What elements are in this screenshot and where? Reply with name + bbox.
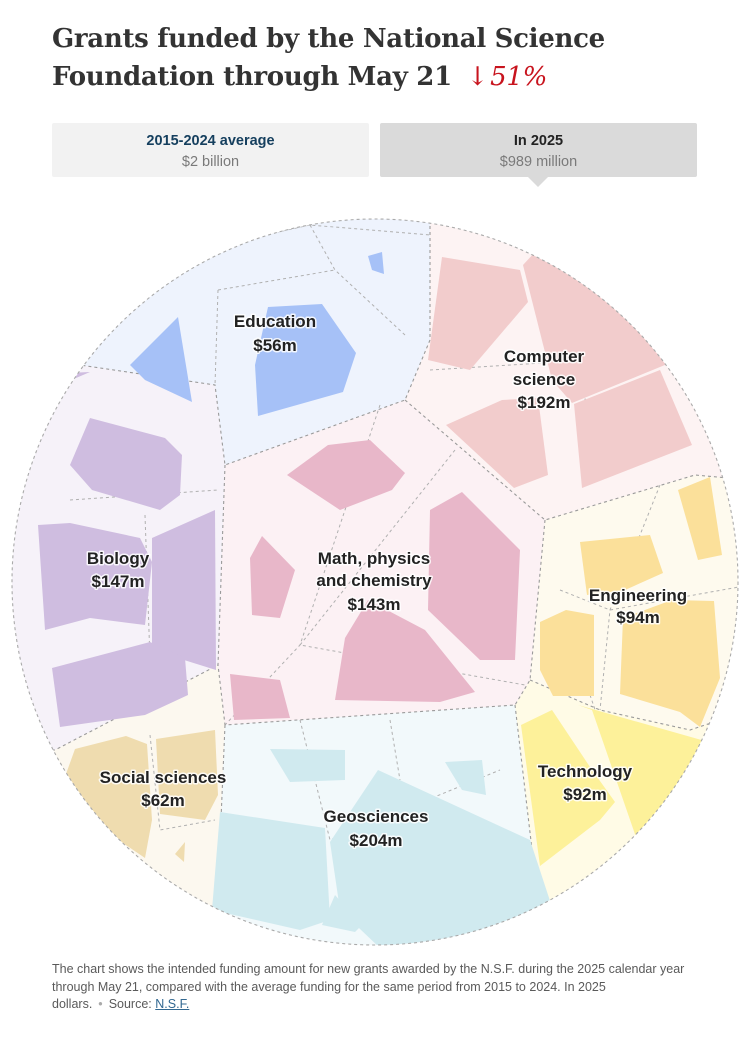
voronoi-treemap-chart: Education $56m Computer science $192m Bi… <box>11 218 739 946</box>
grant-cell-math-physics-and-chemistry-2 <box>250 536 295 618</box>
grant-cell-engineering-1 <box>580 535 663 595</box>
grant-cell-geosciences-2 <box>445 760 486 795</box>
grant-cell-geosciences-4 <box>330 770 553 945</box>
change-value: 51% <box>490 62 548 92</box>
grant-cell-engineering-2 <box>678 477 722 560</box>
grant-cell-geosciences-1 <box>270 749 345 782</box>
grant-cell-geosciences-3 <box>212 812 330 930</box>
toggle-2025-button[interactable]: In 2025 $989 million <box>380 123 697 187</box>
label-engineering-value: $94m <box>616 608 659 627</box>
grant-cell-engineering-3 <box>540 610 594 696</box>
grant-cell-computer-science-2 <box>523 238 682 403</box>
label-geosciences-value: $204m <box>350 831 403 850</box>
grant-cell-geosciences-5 <box>322 895 362 932</box>
toggle-2025-value: $989 million <box>499 154 578 170</box>
label-math-name-1: Math, physics <box>318 549 430 568</box>
separator-dot-icon: • <box>98 997 103 1011</box>
grant-cell-computer-science-1 <box>428 257 528 370</box>
label-technology-value: $92m <box>563 785 606 804</box>
label-geosciences-name: Geosciences <box>324 807 429 826</box>
selected-pointer-icon <box>528 177 548 187</box>
grant-cell-biology-5 <box>52 642 188 727</box>
grant-cell-education-3 <box>255 304 356 416</box>
label-computer-science-value: $192m <box>518 393 571 412</box>
title-text: Grants funded by the National Science Fo… <box>52 24 605 92</box>
grant-cell-social-sciences-3 <box>175 842 185 862</box>
grant-cell-math-physics-and-chemistry-4 <box>335 600 475 702</box>
toggle-average-button[interactable]: 2015-2024 average $2 billion <box>52 123 369 177</box>
grant-cell-biology-3 <box>38 523 152 630</box>
label-biology-value: $147m <box>92 572 145 591</box>
grant-cell-social-sciences-2 <box>156 730 218 820</box>
down-arrow-icon: ↓ <box>466 62 489 92</box>
label-social-sciences-value: $62m <box>141 791 184 810</box>
label-math-value: $143m <box>348 595 401 614</box>
grant-cell-biology-2 <box>70 418 182 510</box>
grant-cell-computer-science-4 <box>574 370 692 488</box>
label-engineering-name: Engineering <box>589 586 687 605</box>
label-biology-name: Biology <box>87 549 150 568</box>
grant-cell-biology-4 <box>152 510 216 670</box>
chart-outline <box>11 218 739 946</box>
grant-cell-math-physics-and-chemistry-1 <box>287 440 405 510</box>
label-math-name-2: and chemistry <box>316 571 432 590</box>
grant-cell-engineering-4 <box>620 600 720 727</box>
grant-cell-technology-2 <box>521 710 615 866</box>
grant-cell-math-physics-and-chemistry-5 <box>230 674 290 720</box>
footnote-text: The chart shows the intended funding amo… <box>52 962 685 1011</box>
source-link[interactable]: N.S.F. <box>155 997 190 1011</box>
change-indicator: ↓51% <box>466 62 548 92</box>
grant-cell-math-physics-and-chemistry-3 <box>428 492 520 660</box>
chart-title: Grants funded by the National Science Fo… <box>52 20 712 96</box>
label-education-name: Education <box>234 312 316 331</box>
grant-cell-computer-science-3 <box>446 398 548 488</box>
label-computer-science-name-2: science <box>513 370 575 389</box>
source-label: Source: <box>108 997 152 1011</box>
label-computer-science-name-1: Computer <box>504 347 585 366</box>
toggle-average-label: 2015-2024 average <box>146 133 275 149</box>
label-technology-name: Technology <box>538 762 633 781</box>
grant-cell-education-2 <box>130 317 192 402</box>
footnote: The chart shows the intended funding amo… <box>52 961 702 1014</box>
toggle-average-value: $2 billion <box>181 154 240 170</box>
label-social-sciences-name: Social sciences <box>100 768 227 787</box>
grant-cell-education-1 <box>368 252 384 274</box>
toggle-2025-label: In 2025 <box>513 133 564 149</box>
label-education-value: $56m <box>253 336 296 355</box>
grant-cell-technology-1 <box>578 705 712 840</box>
grant-cell-social-sciences-1 <box>66 736 152 858</box>
